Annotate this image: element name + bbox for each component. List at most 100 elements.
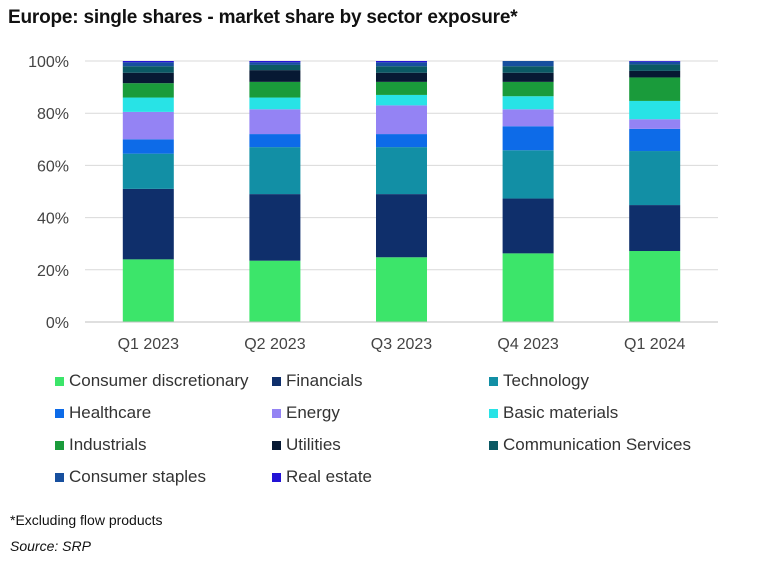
bar-segment <box>376 81 427 95</box>
bar-segment <box>502 253 554 322</box>
bar-segment <box>122 153 174 189</box>
legend-item: Energy <box>272 403 340 423</box>
legend-item: Basic materials <box>489 403 618 423</box>
legend-swatch <box>55 376 64 386</box>
bars <box>122 61 681 322</box>
legend-item: Communication Services <box>489 435 691 455</box>
bar-segment <box>249 109 301 135</box>
bar-segment <box>629 205 681 252</box>
legend-swatch <box>489 408 498 418</box>
legend-label: Real estate <box>286 467 372 486</box>
bar-segment <box>502 150 554 199</box>
y-tick-label: 100% <box>28 54 69 71</box>
bar-segment <box>376 62 427 67</box>
bar-segment <box>629 64 681 71</box>
bar-segment <box>249 260 301 322</box>
legend-swatch <box>489 440 498 450</box>
bar-segment <box>502 126 554 151</box>
legend-label: Financials <box>286 371 363 390</box>
bar-segment <box>376 257 427 322</box>
bar-segment <box>249 81 301 98</box>
bar-segment <box>502 81 554 97</box>
bar-segment <box>122 259 174 322</box>
axes: 0% 20% 40% 60% 80% 100% Q1 2023 Q2 2023 Q3 2023 Q… <box>28 54 718 353</box>
legend-item: Consumer staples <box>55 467 206 487</box>
bar-segment <box>629 119 681 129</box>
bar-segment <box>122 62 174 67</box>
bar-segment <box>122 97 174 112</box>
legend-swatch <box>489 376 498 386</box>
x-tick-label: Q3 2023 <box>371 336 432 353</box>
bar-segment <box>249 70 301 82</box>
legend-item: Real estate <box>272 467 372 487</box>
bar-segment <box>376 134 427 148</box>
bar-segment <box>502 66 554 73</box>
legend-label: Technology <box>503 371 590 390</box>
y-tick-label: 60% <box>37 158 69 175</box>
bar-segment <box>629 251 681 322</box>
legend-label: Industrials <box>69 435 147 454</box>
bar-segment <box>249 147 301 195</box>
legend-item: Consumer discretionary <box>55 371 249 391</box>
bar-segment <box>122 111 174 140</box>
y-tick-label: 80% <box>37 106 69 123</box>
legend-label: Basic materials <box>503 403 619 422</box>
bar-segment <box>376 147 427 195</box>
bar-segment <box>122 61 174 63</box>
bar-segment <box>249 194 301 261</box>
bar-segment <box>249 62 301 65</box>
bar-segment <box>249 61 301 63</box>
bar-segment <box>629 128 681 152</box>
bar-segment <box>122 188 174 260</box>
legend-label: Healthcare <box>69 403 152 422</box>
legend-swatch <box>55 440 64 450</box>
x-tick-label: Q1 2024 <box>624 336 685 353</box>
bar-segment <box>249 64 301 71</box>
bar-segment <box>122 83 174 98</box>
bar-segment <box>376 94 427 106</box>
legend-label: Consumer staples <box>69 467 207 486</box>
legend-label: Utilities <box>286 435 341 454</box>
x-tick-label: Q2 2023 <box>244 336 305 353</box>
bar-segment <box>249 97 301 110</box>
legend-swatch <box>55 408 64 418</box>
bar-segment <box>376 61 427 63</box>
bar-segment <box>376 72 427 82</box>
chart-title: Europe: single shares - market share by … <box>8 7 518 28</box>
bar-segment <box>122 72 174 84</box>
bar-segment <box>122 66 174 73</box>
y-tick-label: 0% <box>46 315 69 332</box>
source-note: Source: SRP <box>10 538 91 554</box>
bar-segment <box>376 194 427 258</box>
legend-item: Technology <box>489 371 589 391</box>
x-tick-label: Q4 2023 <box>497 336 558 353</box>
x-tick-label: Q1 2023 <box>118 336 179 353</box>
stacked-bar-chart: 0% 20% 40% 60% 80% 100% Q1 2023 Q2 2023 Q3 2023 Q… <box>28 54 718 353</box>
legend-item: Healthcare <box>55 403 151 423</box>
bar-segment <box>629 61 681 65</box>
bar-segment <box>629 61 681 62</box>
y-tick-label: 40% <box>37 211 69 228</box>
legend-swatch <box>272 408 281 418</box>
legend-label: Communication Services <box>503 435 692 454</box>
legend-item: Utilities <box>272 435 341 455</box>
legend-swatch <box>272 440 281 450</box>
bar-segment <box>376 105 427 135</box>
bar-segment <box>502 198 554 254</box>
bar-segment <box>629 70 681 78</box>
legend-label: Consumer discretionary <box>69 371 249 390</box>
bar-segment <box>629 77 681 101</box>
bar-segment <box>502 109 554 127</box>
legend-swatch <box>272 376 281 386</box>
footnote: *Excluding flow products <box>10 512 163 528</box>
bar-segment <box>249 134 301 148</box>
bar-segment <box>502 96 554 110</box>
legend-swatch <box>272 472 281 482</box>
y-tick-label: 20% <box>37 263 69 280</box>
bar-segment <box>502 61 554 67</box>
legend-label: Energy <box>286 403 340 422</box>
legend-item: Financials <box>272 371 363 391</box>
bar-segment <box>376 66 427 73</box>
legend-swatch <box>55 472 64 482</box>
bar-segment <box>629 151 681 206</box>
